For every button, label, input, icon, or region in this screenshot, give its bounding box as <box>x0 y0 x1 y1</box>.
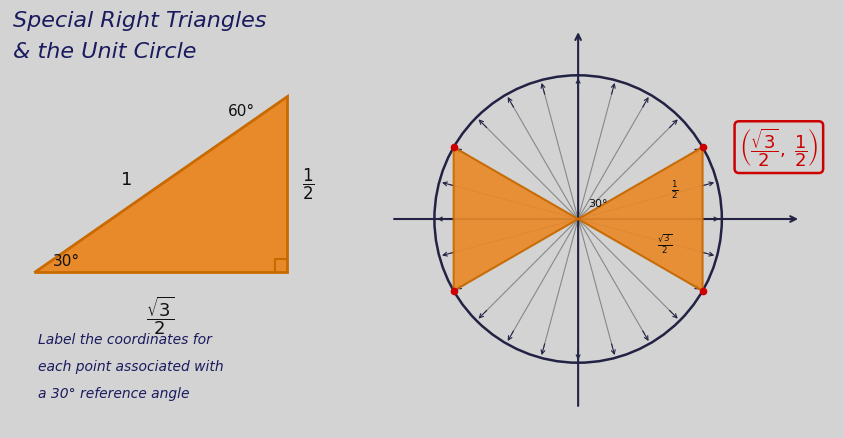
Polygon shape <box>578 147 702 291</box>
Text: Label the coordinates for: Label the coordinates for <box>38 333 212 347</box>
Text: each point associated with: each point associated with <box>38 360 224 374</box>
Text: 30°: 30° <box>52 254 80 269</box>
Text: 30°: 30° <box>588 199 608 209</box>
Text: $\frac{\sqrt{3}}{2}$: $\frac{\sqrt{3}}{2}$ <box>657 233 672 256</box>
Text: 1: 1 <box>121 170 133 189</box>
Text: $\dfrac{1}{2}$: $\dfrac{1}{2}$ <box>302 166 314 201</box>
Text: 60°: 60° <box>228 104 255 119</box>
Text: & the Unit Circle: & the Unit Circle <box>13 42 196 62</box>
Polygon shape <box>34 96 287 272</box>
Text: $\dfrac{\sqrt{3}}{2}$: $\dfrac{\sqrt{3}}{2}$ <box>146 294 175 337</box>
Text: $\left(\dfrac{\sqrt{3}}{2},\ \dfrac{1}{2}\right)$: $\left(\dfrac{\sqrt{3}}{2},\ \dfrac{1}{2… <box>739 126 819 169</box>
Text: $\frac{1}{2}$: $\frac{1}{2}$ <box>671 179 679 201</box>
Polygon shape <box>454 147 578 291</box>
Text: Special Right Triangles: Special Right Triangles <box>13 11 266 31</box>
Text: a 30° reference angle: a 30° reference angle <box>38 387 190 401</box>
